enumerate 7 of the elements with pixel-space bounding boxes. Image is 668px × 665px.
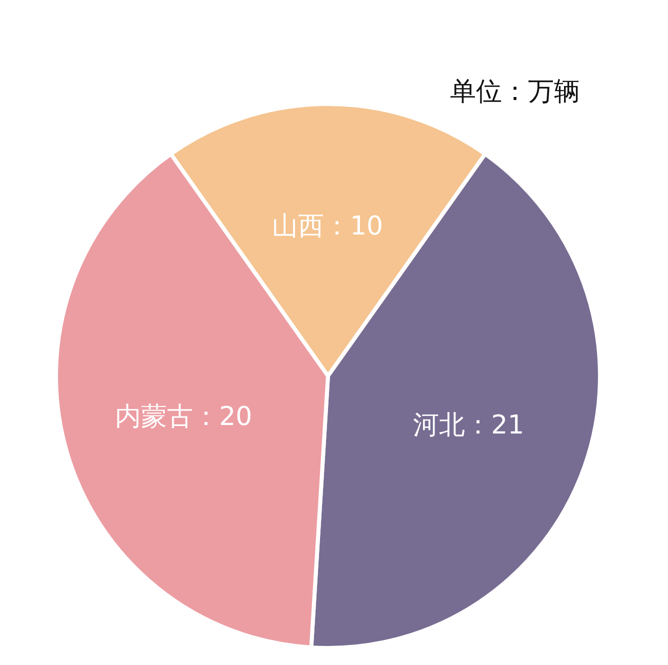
slice-label: 内蒙古 (115, 402, 194, 432)
data-label: ：21 (465, 410, 524, 441)
slice-label: 山西 (272, 211, 324, 242)
slice-label: 河北 (413, 410, 466, 441)
data-label: ：10 (324, 211, 384, 242)
chart-subtitle: 单位：万辆 (450, 77, 580, 107)
data-label: ：20 (193, 402, 252, 432)
